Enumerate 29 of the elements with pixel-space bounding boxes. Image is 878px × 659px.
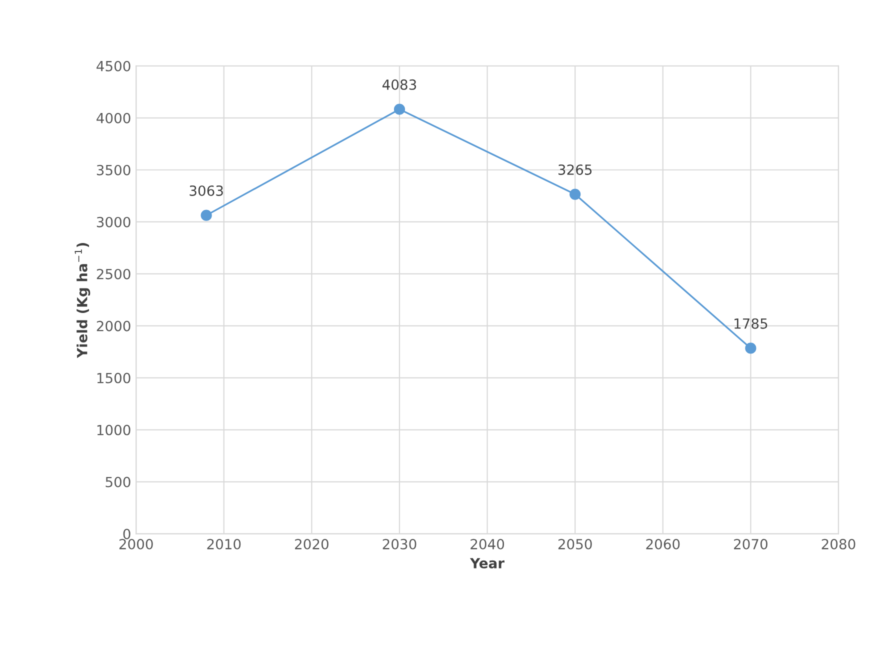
- point: [394, 104, 406, 115]
- y-tick-label: 2500: [96, 268, 130, 280]
- y-tick-label: 3000: [96, 216, 130, 228]
- data-label: 3063: [190, 185, 223, 196]
- y-tick-label: 500: [106, 476, 130, 488]
- x-tick-label: 2020: [295, 538, 328, 550]
- point: [570, 188, 581, 200]
- point: [745, 342, 756, 354]
- y-tick-label: 4000: [96, 112, 130, 124]
- y-tick-label: 4500: [96, 60, 130, 72]
- x-tick-label: 2060: [646, 538, 680, 550]
- x-axis-title: Year: [470, 558, 504, 568]
- x-tick-label: 2070: [734, 538, 768, 550]
- x-tick-label: 2050: [558, 538, 592, 550]
- y-tick-label: 3500: [96, 164, 130, 176]
- data-label: 3265: [558, 164, 592, 175]
- y-tick-label: 0: [123, 528, 130, 540]
- x-tick-label: 2080: [822, 538, 856, 550]
- y-tick-label: 1000: [97, 424, 130, 436]
- x-tick-label: 2030: [382, 538, 416, 550]
- y-tick-label: 2000: [96, 320, 130, 332]
- y-tick-label: 1500: [97, 372, 130, 384]
- x-tick-label: 2040: [470, 538, 504, 550]
- data-label: 4083: [382, 79, 416, 90]
- data-label: 1785: [734, 318, 768, 329]
- y-axis-title: Yield (Kg ha$^{−1}$): [74, 243, 90, 358]
- x-tick-label: 2000: [119, 538, 153, 550]
- point: [200, 210, 212, 221]
- x-tick-label: 2010: [207, 538, 241, 550]
